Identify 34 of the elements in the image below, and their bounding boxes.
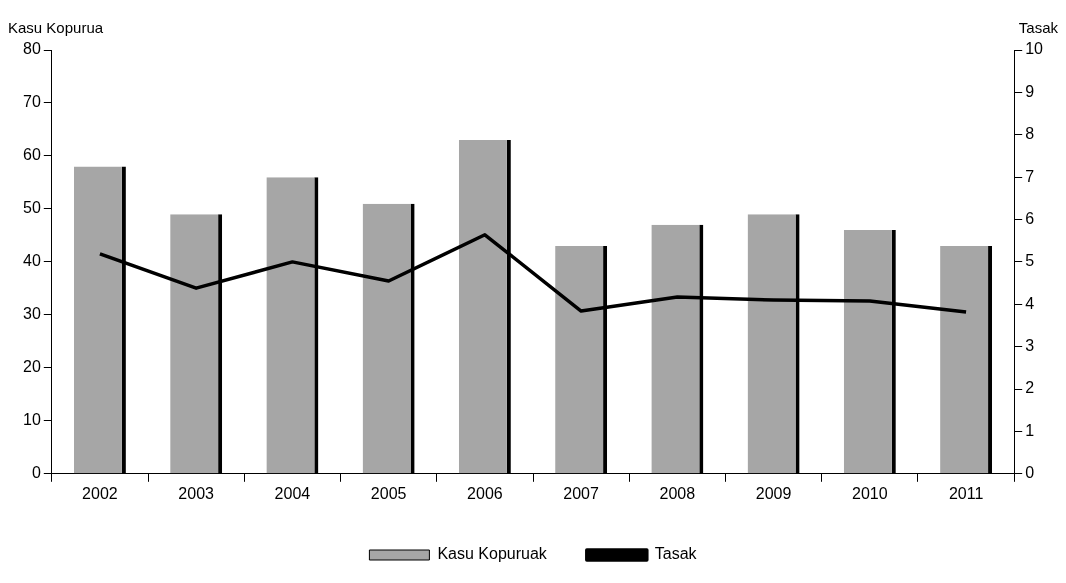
y-tick-label: 0 bbox=[31, 464, 41, 482]
y2-tick-label: 8 bbox=[1025, 125, 1035, 143]
y2-tick-label: 4 bbox=[1025, 294, 1035, 312]
y2-tick-label: 3 bbox=[1025, 337, 1035, 355]
legend-label: Tasak bbox=[654, 545, 698, 563]
legend-label: Kasu Kopuruak bbox=[437, 545, 548, 563]
x-tick-label: 2002 bbox=[82, 484, 118, 502]
y-tick-label: 20 bbox=[23, 358, 41, 376]
y-tick-label: 80 bbox=[23, 40, 41, 58]
y-tick-label: 60 bbox=[23, 146, 41, 164]
y2-tick-label: 10 bbox=[1025, 40, 1044, 58]
x-tick-label: 2004 bbox=[274, 484, 311, 502]
y-tick-label: 70 bbox=[23, 93, 41, 111]
x-tick-label: 2007 bbox=[563, 484, 600, 502]
y2-tick-label: 2 bbox=[1025, 379, 1035, 397]
x-tick-label: 2003 bbox=[178, 484, 215, 502]
y2-tick-label: 0 bbox=[1025, 464, 1035, 482]
y2-tick-label: 9 bbox=[1025, 82, 1035, 100]
x-tick-label: 2011 bbox=[948, 484, 984, 502]
x-tick-label: 2008 bbox=[659, 484, 696, 502]
y2-tick-label: 6 bbox=[1025, 209, 1035, 227]
y-tick-label: 50 bbox=[23, 199, 41, 217]
y2-tick-label: 5 bbox=[1025, 252, 1035, 270]
y2-axis-title: Tasak bbox=[1018, 18, 1059, 36]
y-axis-title: Kasu Kopurua bbox=[8, 18, 104, 36]
y2-tick-label: 7 bbox=[1025, 167, 1035, 185]
y-tick-label: 40 bbox=[23, 252, 41, 270]
y-tick-label: 30 bbox=[23, 305, 41, 323]
x-tick-label: 2005 bbox=[370, 484, 407, 502]
x-tick-label: 2006 bbox=[467, 484, 503, 502]
y2-tick-label: 1 bbox=[1025, 421, 1035, 439]
x-tick-label: 2010 bbox=[852, 484, 888, 502]
x-tick-label: 2009 bbox=[755, 484, 792, 502]
y-tick-label: 10 bbox=[23, 411, 41, 429]
